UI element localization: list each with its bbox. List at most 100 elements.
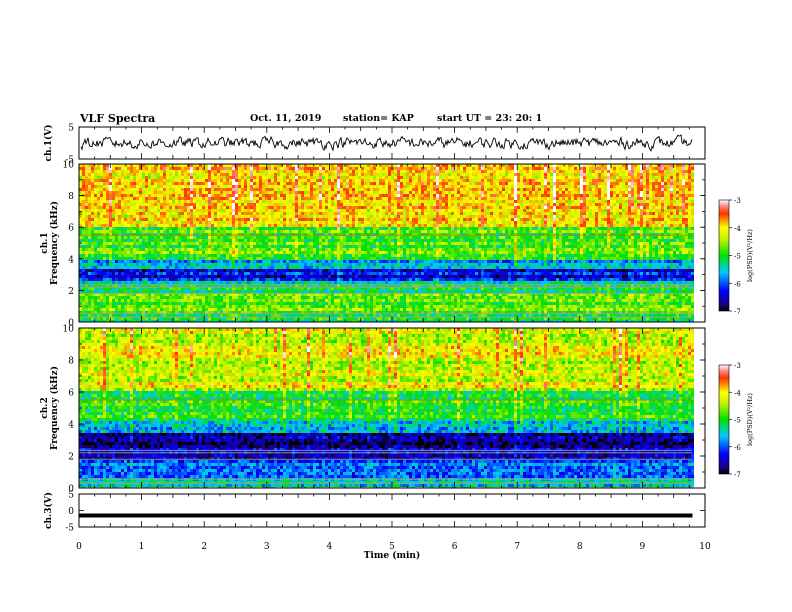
spectrogram-cell bbox=[121, 224, 124, 227]
spectrogram-cell bbox=[355, 170, 358, 173]
spectrogram-cell bbox=[217, 170, 220, 173]
spectrogram-cell bbox=[235, 224, 238, 227]
spectrogram-cell bbox=[604, 218, 607, 221]
spectrogram-cell bbox=[169, 182, 172, 185]
spectrogram-cell bbox=[517, 194, 520, 197]
spectrogram-cell bbox=[469, 206, 472, 209]
spectrogram-cell bbox=[397, 197, 400, 200]
spectrogram-cell bbox=[160, 236, 163, 239]
spectrogram-cell bbox=[424, 179, 427, 182]
spectrogram-cell bbox=[205, 227, 208, 230]
spectrogram-cell bbox=[346, 185, 349, 188]
spectrogram-cell bbox=[130, 200, 133, 203]
spectrogram-cell bbox=[403, 197, 406, 200]
spectrogram-cell bbox=[577, 179, 580, 182]
spectrogram-cell bbox=[637, 188, 640, 191]
spectrogram-cell bbox=[145, 236, 148, 239]
spectrogram-cell bbox=[322, 179, 325, 182]
spectrogram-cell bbox=[556, 194, 559, 197]
spectrogram-cell bbox=[250, 221, 253, 224]
spectrogram-cell bbox=[235, 203, 238, 206]
spectrogram-cell bbox=[448, 182, 451, 185]
spectrogram-cell bbox=[115, 185, 118, 188]
spectrogram-cell bbox=[430, 206, 433, 209]
spectrogram-cell bbox=[556, 209, 559, 212]
spectrogram-cell bbox=[184, 167, 187, 170]
spectrogram-cell bbox=[274, 170, 277, 173]
spectrogram-cell bbox=[499, 173, 502, 176]
spectrogram-cell bbox=[310, 209, 313, 212]
spectrogram-cell bbox=[268, 185, 271, 188]
spectrogram-cell bbox=[331, 173, 334, 176]
spectrogram-cell bbox=[607, 191, 610, 194]
spectrogram-cell bbox=[403, 188, 406, 191]
spectrogram-cell bbox=[322, 176, 325, 179]
spectrogram-cell bbox=[379, 209, 382, 212]
spectrogram-cell bbox=[616, 182, 619, 185]
spectrogram-cell bbox=[208, 206, 211, 209]
spectrogram-cell bbox=[262, 230, 265, 233]
spectrogram-cell bbox=[679, 215, 682, 218]
spectrogram-cell bbox=[520, 221, 523, 224]
spectrogram-cell bbox=[106, 170, 109, 173]
spectrogram-cell bbox=[469, 167, 472, 170]
spectrogram-cell bbox=[289, 200, 292, 203]
spectrogram-cell bbox=[310, 221, 313, 224]
spectrogram-cell bbox=[601, 188, 604, 191]
spectrogram-cell bbox=[496, 179, 499, 182]
spectrogram-cell bbox=[616, 206, 619, 209]
spectrogram-cell bbox=[358, 224, 361, 227]
spectrogram-cell bbox=[493, 209, 496, 212]
spectrogram-cell bbox=[592, 194, 595, 197]
spectrogram-cell bbox=[322, 218, 325, 221]
spectrogram-cell bbox=[691, 206, 694, 209]
spectrogram-cell bbox=[112, 230, 115, 233]
spectrogram-cell bbox=[535, 197, 538, 200]
spectrogram-cell bbox=[457, 227, 460, 230]
spectrogram-cell bbox=[91, 218, 94, 221]
spectrogram-cell bbox=[226, 188, 229, 191]
spectrogram-cell bbox=[154, 170, 157, 173]
spectrogram-cell bbox=[442, 194, 445, 197]
spectrogram-cell bbox=[625, 182, 628, 185]
spectrogram-cell bbox=[490, 185, 493, 188]
spectrogram-cell bbox=[277, 170, 280, 173]
spectrogram-cell bbox=[268, 224, 271, 227]
spectrogram-cell bbox=[148, 209, 151, 212]
spectrogram-cell bbox=[142, 215, 145, 218]
spectrogram-cell bbox=[421, 173, 424, 176]
spectrogram-cell bbox=[361, 188, 364, 191]
spectrogram-cell bbox=[445, 179, 448, 182]
spectrogram-cell bbox=[100, 179, 103, 182]
spectrogram-cell bbox=[286, 170, 289, 173]
spectrogram-cell bbox=[106, 197, 109, 200]
spectrogram-cell bbox=[619, 191, 622, 194]
spectrogram-cell bbox=[595, 185, 598, 188]
spectrogram-cell bbox=[679, 227, 682, 230]
spectrogram-cell bbox=[502, 206, 505, 209]
spectrogram-cell bbox=[361, 230, 364, 233]
spectrogram-cell bbox=[205, 191, 208, 194]
spectrogram-cell bbox=[415, 227, 418, 230]
spectrogram-cell bbox=[541, 221, 544, 224]
spectrogram-cell bbox=[208, 167, 211, 170]
spectrogram-cell bbox=[226, 230, 229, 233]
spectrogram-cell bbox=[151, 200, 154, 203]
spectrogram-cell bbox=[166, 185, 169, 188]
spectrogram-cell bbox=[364, 209, 367, 212]
spectrogram-cell bbox=[169, 194, 172, 197]
spectrogram-cell bbox=[451, 203, 454, 206]
spectrogram-cell bbox=[598, 167, 601, 170]
spectrogram-cell bbox=[97, 185, 100, 188]
spectrogram-cell bbox=[196, 200, 199, 203]
spectrogram-cell bbox=[274, 227, 277, 230]
spectrogram-cell bbox=[178, 215, 181, 218]
spectrogram-cell bbox=[364, 179, 367, 182]
spectrogram-cell bbox=[355, 194, 358, 197]
spectrogram-cell bbox=[679, 230, 682, 233]
spectrogram-cell bbox=[352, 170, 355, 173]
spectrogram-cell bbox=[364, 230, 367, 233]
spectrogram-cell bbox=[424, 221, 427, 224]
spectrogram-cell bbox=[349, 188, 352, 191]
spectrogram-cell bbox=[601, 197, 604, 200]
